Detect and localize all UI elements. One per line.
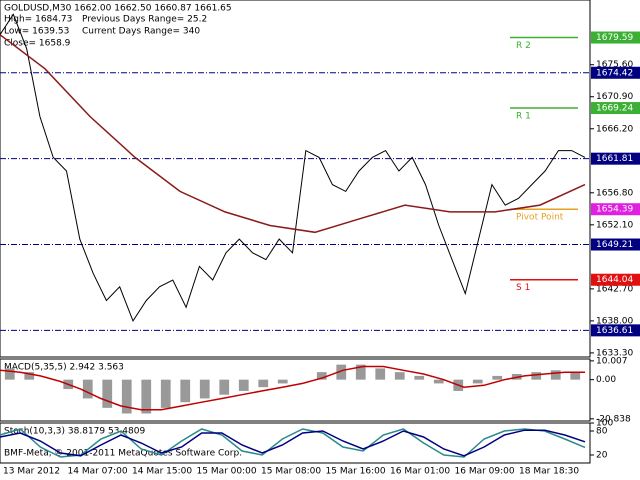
macd-bar (570, 372, 581, 380)
macd-bar (336, 364, 347, 380)
level-label: 1674.42 (596, 68, 633, 78)
macd-bar (414, 375, 425, 380)
macd-bar (375, 368, 386, 380)
time-label: 13 Mar 2012 (3, 467, 60, 477)
level-badge (591, 31, 640, 44)
time-label: 15 Mar 08:00 (261, 467, 321, 477)
y-tick-label: 1638.00 (596, 316, 633, 326)
macd-bar (199, 379, 210, 399)
macd-panel (0, 358, 591, 422)
time-label: 15 Mar 00:00 (197, 467, 257, 477)
high: High= 1684.73 (4, 15, 72, 25)
macd-bar (82, 379, 93, 399)
y-tick-label: 20 (596, 451, 608, 461)
time-label: 18 Mar 18:30 (519, 467, 579, 477)
y-tick-label: 10.007 (596, 356, 628, 366)
time-label: 14 Mar 15:00 (132, 467, 192, 477)
level-badge (591, 273, 640, 286)
macd-bar (160, 379, 171, 408)
macd-bar (316, 372, 327, 380)
pivot-label: R 1 (516, 112, 531, 122)
macd-bar (355, 364, 366, 380)
time-label: 15 Mar 16:00 (326, 467, 386, 477)
macd-bar (219, 379, 230, 395)
y-tick-label: 0.00 (596, 375, 616, 385)
macd-bar (141, 379, 152, 414)
y-tick-label: 1652.10 (596, 220, 633, 230)
level-badge (591, 102, 640, 115)
series-line (0, 365, 585, 411)
macd-title: MACD(5,35,5) 2.942 3.563 (4, 363, 124, 373)
macd-bar (4, 368, 15, 380)
macd-bar (24, 372, 35, 380)
level-label: 1661.81 (596, 154, 633, 164)
pivot-label: S 1 (516, 283, 530, 293)
cur-range: Current Days Range= 340 (82, 27, 200, 37)
symbol-line: GOLDUSD,M30 1662.00 1662.50 1660.87 1661… (4, 4, 232, 14)
level-label: 1654.39 (596, 205, 633, 215)
level-badge (591, 324, 640, 337)
close: Close= 1658.9 (4, 39, 71, 49)
level-badge (591, 203, 640, 216)
macd-bar (531, 372, 542, 380)
level-badge (591, 152, 640, 165)
macd-bar (550, 370, 561, 380)
series-line (0, 34, 586, 234)
time-label: 14 Mar 07:00 (68, 467, 128, 477)
level-label: 1669.24 (596, 104, 633, 114)
time-label: 16 Mar 01:00 (390, 467, 450, 477)
level-label: 1649.21 (596, 240, 633, 250)
macd-bar (238, 379, 249, 391)
level-label: 1636.61 (596, 326, 633, 336)
prev-range: Previous Days Range= 25.2 (82, 15, 207, 25)
y-tick-label: 1675.60 (596, 60, 633, 70)
macd-bar (394, 372, 405, 380)
footer: BMF-Meta, © 2001-2011 MetaQuotes Softwar… (4, 449, 242, 459)
level-label: 1644.04 (596, 275, 633, 285)
macd-bar (472, 379, 483, 384)
y-tick-label: 1670.90 (596, 92, 633, 102)
level-badge (591, 66, 640, 79)
y-tick-label: 1656.80 (596, 188, 633, 198)
time-label: 16 Mar 09:00 (455, 467, 515, 477)
y-tick-label: -20.838 (596, 414, 631, 424)
level-badge (591, 238, 640, 251)
macd-bar (433, 379, 444, 384)
macd-bar (277, 379, 288, 384)
macd-bar (121, 379, 132, 414)
low: Low= 1639.53 (4, 27, 69, 37)
y-tick-label: 1642.70 (596, 284, 633, 294)
pivot-label: Pivot Point (516, 213, 564, 223)
series-line (0, 428, 586, 458)
y-tick-label: 1633.30 (596, 348, 633, 358)
y-tick-label: 100 (596, 419, 613, 429)
macd-bar (258, 379, 269, 388)
y-tick-label: 80 (596, 427, 608, 437)
pivot-label: R 2 (516, 41, 531, 51)
stoch-title: Stoch(10,3,3) 38.8179 53.4809 (4, 427, 145, 437)
y-tick-label: 1666.20 (596, 124, 633, 134)
main-panel (0, 0, 591, 358)
series-line (0, 13, 586, 322)
macd-bar (102, 379, 113, 408)
level-label: 1679.59 (596, 33, 633, 43)
macd-bar (492, 375, 503, 380)
macd-bar (180, 379, 191, 403)
series-line (0, 429, 586, 457)
